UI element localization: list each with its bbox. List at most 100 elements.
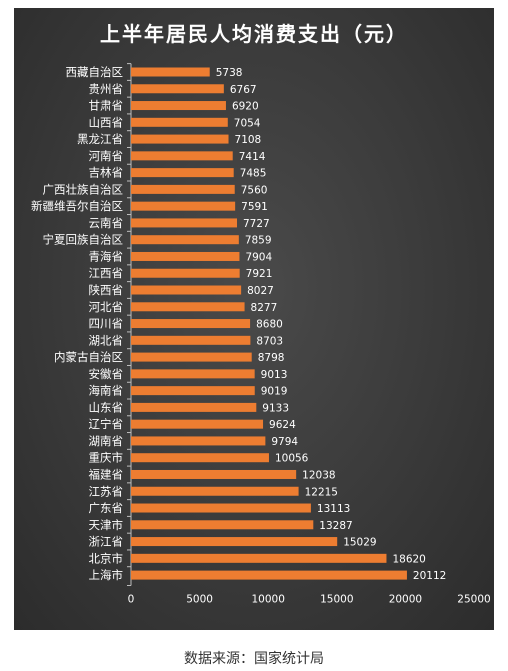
category-label: 四川省 xyxy=(89,317,124,331)
labels-layer: 西藏自治区 5738 贵州省 6767 甘肃省 6920 山西省 7054 黑龙江省 7108 河南… xyxy=(31,65,491,605)
x-tick-label: 25000 xyxy=(457,593,490,605)
category-label: 山西省 xyxy=(89,115,124,129)
bar xyxy=(131,537,338,547)
bar xyxy=(131,402,257,412)
category-label: 新疆维吾尔自治区 xyxy=(31,199,123,213)
value-label: 18620 xyxy=(392,553,425,565)
value-label: 5738 xyxy=(216,67,243,79)
value-label: 8680 xyxy=(256,319,283,331)
value-label: 7560 xyxy=(241,184,268,196)
value-label: 6767 xyxy=(230,84,257,96)
bar xyxy=(131,251,240,261)
category-label: 河北省 xyxy=(89,300,124,314)
category-label: 青海省 xyxy=(89,249,124,263)
bar xyxy=(131,352,252,362)
value-label: 6920 xyxy=(232,101,259,113)
bar xyxy=(131,84,224,94)
category-label: 上海市 xyxy=(89,568,124,582)
bar xyxy=(131,386,255,396)
value-label: 7591 xyxy=(241,201,268,213)
bar xyxy=(131,285,242,295)
category-label: 黑龙江省 xyxy=(77,132,123,146)
category-label: 云南省 xyxy=(89,216,124,230)
bar xyxy=(131,486,299,496)
category-label: 北京市 xyxy=(89,551,124,565)
category-label: 甘肃省 xyxy=(89,99,124,113)
category-label: 广西壮族自治区 xyxy=(43,182,124,196)
value-label: 10056 xyxy=(275,453,309,465)
value-label: 7859 xyxy=(245,235,272,247)
value-label: 8277 xyxy=(251,302,278,314)
bar xyxy=(131,168,234,178)
value-label: 9013 xyxy=(261,369,288,381)
category-label: 湖北省 xyxy=(89,333,124,347)
category-label: 广东省 xyxy=(89,501,124,515)
bar xyxy=(131,319,251,329)
bar-chart: 西藏自治区 5738 贵州省 6767 甘肃省 6920 山西省 7054 黑龙江省 7108 河南… xyxy=(31,63,491,605)
bar xyxy=(131,503,311,513)
bar xyxy=(131,436,266,446)
category-label: 陕西省 xyxy=(89,283,124,297)
bar xyxy=(131,369,255,379)
category-label: 重庆市 xyxy=(89,451,124,465)
x-tick-label: 0 xyxy=(128,593,135,605)
category-label: 安徽省 xyxy=(89,367,124,381)
value-label: 7414 xyxy=(239,151,266,163)
bar xyxy=(131,201,236,211)
bar xyxy=(131,302,245,312)
value-label: 13113 xyxy=(317,503,350,515)
bar xyxy=(131,570,407,580)
bar xyxy=(131,235,239,245)
value-label: 8798 xyxy=(258,352,285,364)
value-label: 15029 xyxy=(343,537,376,549)
value-label: 8027 xyxy=(247,285,274,297)
category-label: 福建省 xyxy=(89,467,124,481)
category-label: 宁夏回族自治区 xyxy=(43,233,124,247)
x-tick-label: 20000 xyxy=(389,593,422,605)
value-label: 9794 xyxy=(271,436,298,448)
bar xyxy=(131,520,314,530)
value-label: 13287 xyxy=(319,520,352,532)
category-label: 西藏自治区 xyxy=(66,65,124,79)
category-label: 浙江省 xyxy=(89,535,124,549)
x-tick-label: 10000 xyxy=(251,593,284,605)
bar xyxy=(131,218,238,228)
value-label: 8703 xyxy=(256,335,283,347)
source-note: 数据来源：国家统计局 xyxy=(184,651,324,667)
category-label: 江西省 xyxy=(89,266,124,280)
category-label: 辽宁省 xyxy=(89,417,124,431)
value-label: 7485 xyxy=(240,168,267,180)
value-label: 12215 xyxy=(305,486,338,498)
chart-title: 上半年居民人均消费支出（元） xyxy=(100,22,408,46)
value-label: 12038 xyxy=(302,469,335,481)
axis-layer xyxy=(127,63,132,586)
bar xyxy=(131,151,233,161)
value-label: 20112 xyxy=(413,570,446,582)
category-label: 内蒙古自治区 xyxy=(54,350,123,364)
bar xyxy=(131,419,264,429)
bar xyxy=(131,553,387,563)
value-label: 7904 xyxy=(245,251,272,263)
category-label: 山东省 xyxy=(89,400,124,414)
value-label: 9624 xyxy=(269,419,296,431)
value-label: 7054 xyxy=(234,117,261,129)
x-tick-label: 15000 xyxy=(320,593,353,605)
bar xyxy=(131,453,269,463)
bar xyxy=(131,134,229,144)
bar xyxy=(131,67,210,77)
value-label: 7727 xyxy=(243,218,270,230)
category-label: 河南省 xyxy=(89,149,124,163)
category-label: 海南省 xyxy=(89,384,124,398)
bar xyxy=(131,184,235,194)
value-label: 9019 xyxy=(261,386,288,398)
bars-layer xyxy=(131,67,407,580)
category-label: 吉林省 xyxy=(89,166,124,180)
bar xyxy=(131,117,228,127)
bar xyxy=(131,268,240,278)
chart-panel: 上半年居民人均消费支出（元） 西藏自治区 5738 贵州省 6767 甘肃省 6920 山西… xyxy=(14,8,494,630)
category-label: 江苏省 xyxy=(89,484,124,498)
category-label: 贵州省 xyxy=(89,82,124,96)
bar xyxy=(131,335,251,345)
bar xyxy=(131,101,226,111)
value-label: 7108 xyxy=(235,134,262,146)
